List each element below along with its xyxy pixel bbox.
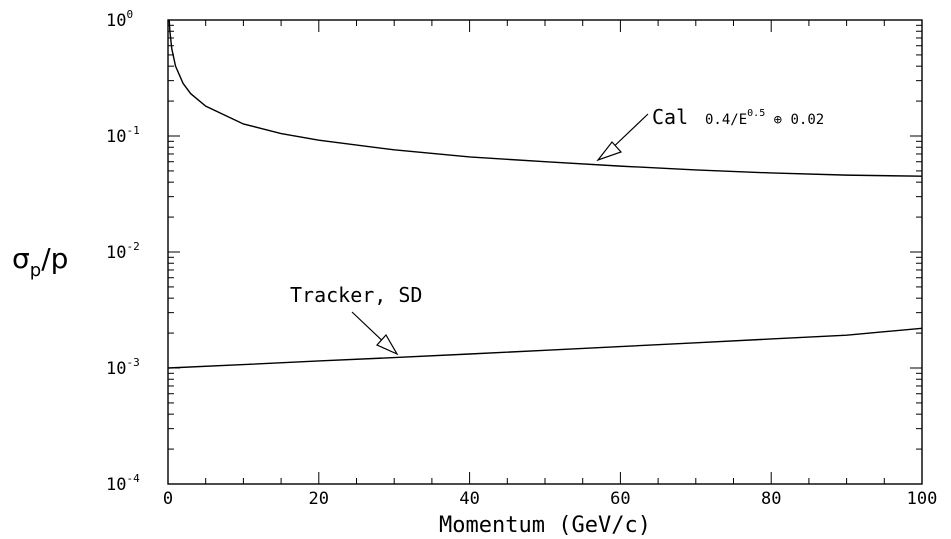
annotation-tracker-arrowhead — [376, 333, 399, 356]
x-tick-label: 40 — [459, 489, 479, 509]
annotation-tracker-label: Tracker, SD — [290, 283, 422, 307]
series-line-cal — [168, 19, 923, 177]
annotation-cal-arrowhead — [596, 141, 623, 162]
y-axis-title: σp/p — [12, 242, 68, 281]
x-tick-label: 60 — [610, 489, 630, 509]
y-tick-label: 10-4 — [106, 472, 140, 495]
x-tick-label: 100 — [907, 489, 938, 509]
annotation-cal-formula: 0.4/E0.5 ⊕ 0.02 — [705, 108, 824, 128]
annotation-cal-label: Cal — [652, 105, 688, 129]
y-tick-label: 10-1 — [106, 124, 140, 147]
series-layer — [167, 19, 923, 369]
x-tick-labels: 0 20 40 60 80 100 — [163, 489, 937, 509]
y-tick-labels: 100 10-1 10-2 10-3 10-4 — [106, 8, 140, 495]
x-tick-label: 0 — [163, 489, 173, 509]
y-axis-title-sub: p — [30, 260, 41, 281]
y-tick-label: 10-2 — [106, 240, 140, 263]
y-axis-title-tail: /p — [41, 242, 68, 275]
y-tick-label: 100 — [106, 8, 133, 31]
series-line-tracker — [167, 327, 923, 369]
x-axis-title: Momentum (GeV/c) — [439, 513, 651, 538]
plot-frame — [167, 19, 923, 485]
x-tick-label: 80 — [761, 489, 781, 509]
x-tick-label: 20 — [309, 489, 329, 509]
annotation-tracker: Tracker, SD — [290, 283, 422, 356]
annotation-cal: Cal 0.4/E0.5 ⊕ 0.02 — [596, 105, 824, 162]
ticks — [167, 19, 923, 485]
y-axis-title-sigma: σ — [12, 242, 30, 275]
y-tick-label: 10-3 — [106, 356, 140, 379]
